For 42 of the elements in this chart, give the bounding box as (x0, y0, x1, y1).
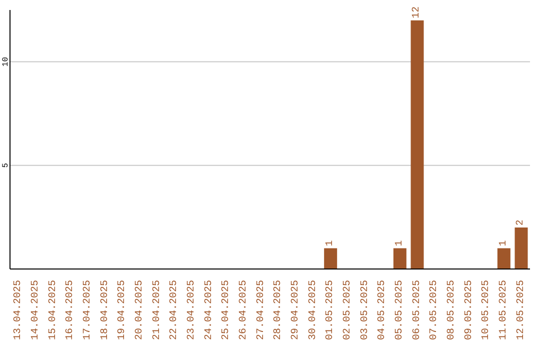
x-tick-label: 28.04.2025 (273, 280, 284, 340)
x-tick-label: 24.04.2025 (204, 280, 215, 340)
bar (514, 228, 528, 269)
x-tick-label: 20.04.2025 (134, 280, 146, 340)
y-tick-label: 5 (2, 162, 10, 168)
x-tick-label: 30.04.2025 (308, 280, 319, 340)
x-tick-label: 14.04.2025 (30, 280, 42, 340)
x-tick-label: 04.05.2025 (377, 280, 388, 340)
data-label: 1 (498, 240, 510, 246)
x-tick-label: 13.04.2025 (13, 280, 24, 340)
x-tick-label: 18.04.2025 (100, 280, 111, 340)
x-tick-label: 07.05.2025 (429, 280, 440, 340)
data-label: 1 (325, 240, 336, 246)
x-tick-label: 15.04.2025 (48, 280, 59, 340)
x-tick-label: 05.05.2025 (394, 280, 406, 340)
y-tick-label: 10 (2, 56, 10, 67)
x-tick-label: 01.05.2025 (325, 280, 336, 340)
x-tick-label: 08.05.2025 (446, 280, 458, 340)
x-tick-label: 17.04.2025 (82, 280, 94, 340)
x-tick-label: 12.05.2025 (516, 280, 527, 340)
x-tick-label: 03.05.2025 (360, 280, 371, 340)
data-label: 1 (394, 240, 406, 246)
x-tick-label: 23.04.2025 (186, 280, 198, 340)
x-tick-label: 19.04.2025 (117, 280, 128, 340)
x-tick-label: 11.05.2025 (498, 280, 510, 340)
bar (410, 20, 424, 269)
x-tick-label: 21.04.2025 (152, 280, 163, 340)
x-tick-label: 26.04.2025 (238, 280, 250, 340)
x-tick-label: 22.04.2025 (169, 280, 180, 340)
x-tick-label: 27.04.2025 (256, 280, 267, 340)
bar (497, 248, 510, 269)
bar (393, 248, 406, 269)
data-label: 12 (412, 6, 423, 18)
x-tick-label: 06.05.2025 (412, 280, 423, 340)
data-label: 2 (516, 220, 527, 226)
x-tick-label: 29.04.2025 (290, 280, 302, 340)
x-tick-label: 16.04.2025 (65, 280, 76, 340)
x-tick-label: 09.05.2025 (464, 280, 475, 340)
x-tick-label: 10.05.2025 (481, 280, 492, 340)
x-tick-label: 25.04.2025 (221, 280, 232, 340)
bar (324, 248, 338, 269)
x-tick-label: 02.05.2025 (342, 280, 354, 340)
